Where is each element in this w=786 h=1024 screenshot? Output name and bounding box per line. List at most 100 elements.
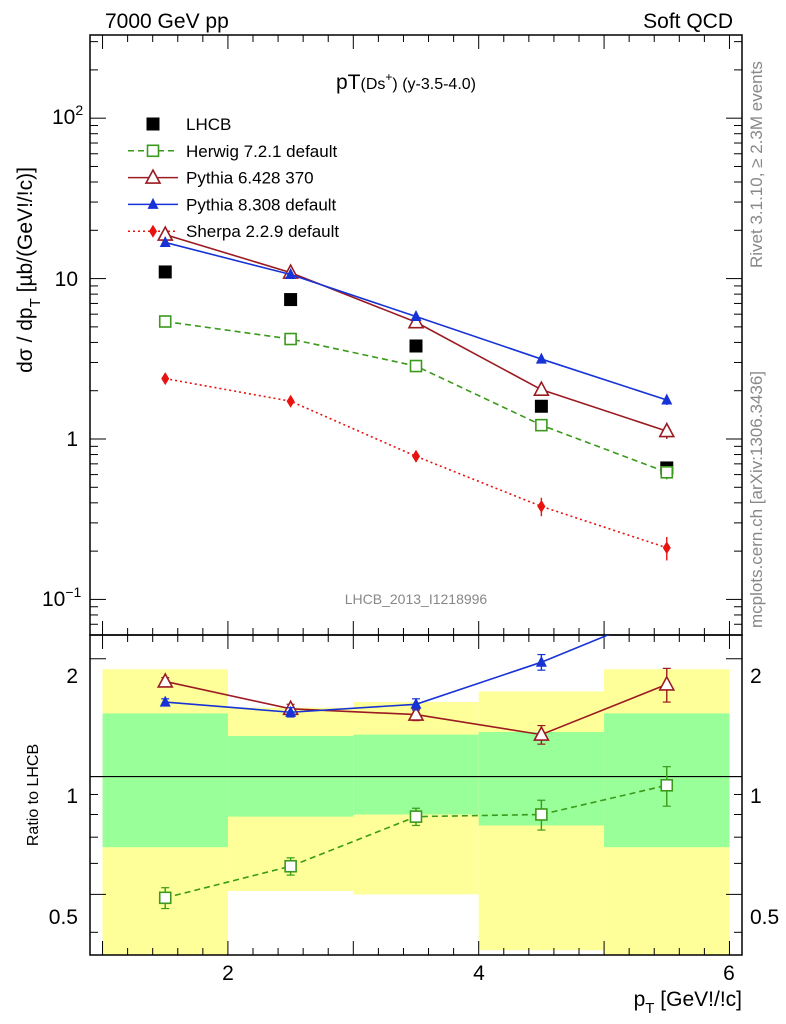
legend-entry-2: Pythia 6.428 370 — [128, 168, 314, 188]
ratio-pythia-8-308-default — [159, 635, 610, 718]
x-axis-title: pT [GeV!/!c] — [634, 988, 742, 1017]
ratio-point — [407, 705, 425, 721]
legend-marker — [146, 117, 160, 131]
y-axis-title-unit: [µb/(GeV!/!c)] — [14, 167, 37, 298]
series-line — [165, 377, 668, 549]
legend: LHCB Herwig 7.2.1 default Pythia 6.428 370… — [128, 115, 339, 241]
data-point — [534, 399, 548, 413]
ratio-data-series — [156, 635, 676, 910]
ratio-point — [658, 675, 676, 691]
rivet-version-label: Rivet 3.1.10, ≥ 2.3M events — [747, 61, 766, 268]
ratio-y-tick-2-left: 2 — [66, 665, 78, 688]
x-tick-label-6: 6 — [723, 962, 735, 985]
ratio-point — [660, 778, 674, 792]
ratio-point — [410, 697, 422, 709]
y-tick-0.1-base: 10 — [42, 588, 65, 611]
legend-label: LHCB — [186, 115, 231, 134]
legend-label: Pythia 8.308 default — [186, 195, 337, 214]
analysis-id-watermark: LHCB_2013_I1218996 — [345, 591, 488, 607]
y-tick-label-0.1: 10−1 — [42, 584, 82, 611]
axis-ticks — [90, 35, 742, 955]
header-energy-label: 7000 GeV pp — [105, 10, 229, 33]
legend-entry-1: Herwig 7.2.1 default — [128, 142, 337, 161]
data-point — [161, 372, 170, 386]
legend-marker — [144, 168, 162, 184]
legend-marker — [149, 224, 157, 238]
x-axis-title-unit: [GeV!/!c] — [654, 988, 742, 1011]
ratio-point — [284, 859, 297, 873]
green-band-bin-0 — [102, 713, 228, 848]
data-point — [284, 332, 297, 346]
y-tick-label-1: 1 — [66, 428, 78, 451]
y-tick-100-exponent: 2 — [75, 102, 83, 118]
data-point — [535, 352, 547, 364]
data-point — [409, 339, 423, 353]
ratio-y-tick-labels: 2 1 0.5 2 1 0.5 — [49, 665, 779, 929]
x-tick-label-2: 2 — [222, 962, 234, 985]
data-point — [410, 310, 422, 322]
y-axis-title-subscript: T — [27, 298, 44, 307]
data-point — [286, 394, 295, 408]
plot-title-close: ) — [392, 76, 397, 93]
y-axis-title-main: dσ / dp — [14, 307, 37, 373]
plot-title-charge: + — [385, 70, 392, 84]
data-point — [533, 380, 550, 396]
data-point — [412, 449, 420, 463]
legend-label: Sherpa 2.2.9 default — [186, 222, 339, 241]
green-band-bin-2 — [353, 734, 479, 815]
plot-title-particle: (Ds — [361, 76, 386, 93]
header-category-label: Soft QCD — [643, 10, 733, 33]
x-axis-title-main: p — [634, 988, 646, 1011]
data-point — [158, 315, 172, 328]
data-point — [535, 418, 548, 432]
ratio-point — [159, 695, 171, 707]
data-point — [661, 393, 673, 405]
main-y-tick-labels: 102 10 1 10−1 — [42, 102, 83, 611]
y-tick-label-10: 10 — [55, 268, 78, 291]
plot-title-main: pT — [336, 71, 361, 94]
data-point — [409, 359, 423, 373]
plot-title-rapidity: (y-3.5-4.0) — [398, 76, 476, 93]
ratio-y-tick-2-right: 2 — [750, 665, 762, 688]
ratio-y-axis-title: Ratio to LHCB — [25, 744, 42, 846]
legend-marker — [147, 197, 159, 209]
data-point — [407, 312, 425, 329]
ratio-point — [535, 808, 548, 821]
ratio-plot-frame — [89, 634, 743, 956]
ratio-point — [535, 655, 547, 667]
y-tick-label-100: 102 — [52, 102, 83, 129]
data-point — [662, 541, 671, 555]
data-point — [660, 466, 674, 479]
ratio-y-tick-1-left: 1 — [66, 785, 78, 808]
series-pythia-6-428-370 — [156, 225, 676, 440]
series-sherpa-2-2-9-default — [161, 372, 671, 561]
legend-entry-3: Pythia 8.308 default — [128, 195, 337, 214]
data-point — [658, 421, 676, 438]
x-tick-labels: 2 4 6 — [222, 962, 735, 985]
ratio-point — [156, 672, 174, 688]
legend-entry-4: Sherpa 2.2.9 default — [128, 222, 339, 241]
ratio-point — [158, 891, 172, 905]
ratio-herwig-7-2-1-default — [158, 766, 674, 910]
data-point — [284, 293, 298, 307]
y-tick-100-base: 10 — [52, 106, 75, 129]
main-y-axis-title: dσ / dpT [µb/(GeV!/!c)] — [14, 167, 44, 373]
data-point — [159, 235, 171, 247]
x-axis-title-subscript: T — [645, 1000, 654, 1017]
main-data-series — [156, 225, 676, 561]
data-point — [537, 499, 546, 513]
data-point — [158, 265, 172, 279]
ratio-point — [533, 725, 550, 741]
ratio-point — [285, 705, 297, 717]
ratio-y-tick-1-right: 1 — [750, 785, 762, 808]
x-tick-label-4: 4 — [473, 962, 485, 985]
series-pythia-8-308-default — [159, 235, 673, 405]
legend-label: Herwig 7.2.1 default — [186, 142, 337, 161]
data-point — [285, 268, 297, 280]
legend-entry-0: LHCB — [146, 115, 231, 134]
legend-marker — [146, 144, 160, 158]
y-tick-0.1-exponent: −1 — [65, 584, 81, 600]
series-herwig-7-2-1-default — [158, 315, 674, 480]
ratio-y-tick-0.5-left: 0.5 — [49, 906, 78, 929]
